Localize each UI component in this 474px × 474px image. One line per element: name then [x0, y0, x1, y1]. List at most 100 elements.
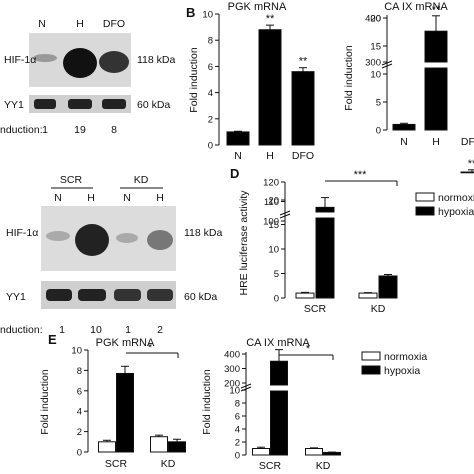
blot-c-lane-1: N: [54, 192, 62, 204]
blot-a-induction-1: 1: [42, 124, 48, 136]
b2-bar-1-upper: [424, 30, 448, 63]
b1-title: PGK mRNA: [228, 1, 287, 13]
e1-ylabel: Fold induction: [39, 369, 51, 435]
e1-ytick-label-4: 8: [77, 366, 82, 377]
e2-legend-label-0: normoxia: [384, 351, 427, 363]
b2-xtick-1: H: [432, 136, 440, 148]
b1-bar-1: [258, 29, 282, 146]
e1-bar-normoxia-1: [150, 436, 168, 453]
e2-axis-break-b-0: [240, 386, 252, 392]
blot-c-hif-label: HIF-1α: [6, 227, 38, 239]
blot-c-group-kd: KD: [134, 174, 149, 186]
blot-a-lane-3: DFO: [103, 18, 125, 30]
e2-legend-label-1: hypoxia: [384, 365, 420, 377]
d-ytick-label-4: 20: [268, 196, 279, 207]
e2-axis-break-0: [240, 383, 252, 389]
b2-axis-break-b-0: [381, 63, 393, 69]
blot-c-induction-label: nduction:: [0, 324, 43, 336]
d-sig-label: ***: [354, 169, 368, 181]
d-axis-break-b-0: [279, 213, 291, 219]
d-ytick-label-0: 0: [274, 294, 279, 305]
b1-bar-2: [291, 71, 315, 146]
b1-ytick-label-3: 6: [208, 62, 213, 73]
blot-a-hif-band-dfo: [99, 51, 129, 73]
blot-a-yy1-label: YY1: [4, 99, 24, 111]
blot-a-hif-kda: 118 kDa: [137, 54, 175, 66]
b1-bar-0: [226, 131, 250, 146]
b2-ytick-label-1: 5: [376, 98, 381, 109]
d-ytick-label-2: 10: [268, 245, 279, 256]
b2-xtick-2: DFO: [461, 136, 474, 148]
e2-ytick-label-8: 400: [224, 350, 240, 361]
b2-ytick-label-5: 300: [365, 58, 381, 69]
d-ytick-label-6: 110: [264, 197, 279, 208]
b1-sig-2: **: [299, 56, 308, 68]
panel-letter-d: D: [230, 166, 239, 181]
b1-xtick-2: DFO: [292, 150, 314, 162]
blot-c-yy1-label: YY1: [6, 291, 26, 303]
blot-c-lane-3: N: [123, 192, 131, 204]
e2-ytick-label-4: 8: [235, 399, 240, 410]
blot-c-induction-2: 10: [90, 324, 102, 336]
d-bar-hypoxia-1: [378, 275, 398, 299]
d-legend-label-1: hypoxia: [438, 206, 474, 218]
e2-ytick-label-2: 4: [235, 425, 240, 436]
e2-xtick-0: SCR: [259, 460, 282, 472]
d-ytick-label-7: 120: [263, 178, 279, 189]
e1-sig-label: *: [148, 342, 153, 354]
blot-c-hif-band-4: [147, 230, 173, 250]
e1-ytick-label-2: 4: [77, 407, 82, 418]
chart-pgk-mrna-b: PGK mRNA 0 2 4 6 8 10 Fold induction N H ** DFO **: [188, 1, 315, 162]
e1-xtick-0: SCR: [105, 458, 128, 470]
e1-ytick-label-5: 10: [71, 346, 82, 357]
blot-c-induction-3: 1: [125, 324, 131, 336]
e1-bar-hypoxia-0: [116, 372, 134, 453]
panel-letter-b: B: [186, 5, 195, 20]
b2-axis-break-0: [381, 60, 393, 66]
b2-ytick-label-2: 10: [370, 70, 381, 81]
e2-title: CA IX mRNA: [246, 337, 310, 349]
b1-ylabel: Fold induction: [188, 47, 200, 113]
e1-title: PGK mRNA: [96, 337, 155, 349]
b2-ytick-label-3: 15: [370, 42, 381, 53]
e2-legend-swatch-1: [361, 365, 381, 375]
e2-bar-hypoxia-0: [270, 390, 288, 456]
blot-c-yy1-kda: 60 kDa: [184, 291, 217, 303]
b2-ytick-label-6: 400: [365, 14, 381, 25]
b1-sig-1: **: [266, 13, 275, 25]
panel-letter-e: E: [48, 332, 57, 347]
b1-xtick-0: N: [234, 150, 242, 162]
b1-ytick-label-2: 4: [208, 88, 213, 99]
b1-ytick-label-0: 0: [208, 141, 213, 152]
e1-ytick-label-1: 2: [77, 427, 82, 438]
blot-a-induction-label: nduction:: [0, 124, 43, 136]
blot-a-yy1-band-1: [34, 99, 56, 109]
b2-bar-0: [392, 123, 416, 131]
blot-c-hif-kda: 118 kDa: [184, 227, 222, 239]
blot-c-hif-band-2: [75, 224, 109, 256]
b2-ylabel: Fold induction: [343, 45, 355, 111]
d-legend-label-0: normoxia: [438, 192, 474, 204]
d-xtick-0: SCR: [304, 303, 327, 315]
blot-c-hif-band-3: [116, 233, 138, 243]
d-ytick-label-3: 15: [268, 220, 279, 231]
blot-a-hif-band-n: [33, 54, 57, 62]
d-bar-hypoxia-0: [315, 217, 335, 299]
e2-legend-swatch-0: [361, 351, 381, 361]
e2-ylabel: Fold induction: [201, 369, 213, 435]
e2-ytick-label-6: 200: [224, 379, 240, 390]
blot-c-yy1-band-4: [147, 289, 173, 301]
d-ylabel: HRE luciferase activity: [238, 190, 250, 296]
b2-title: CA IX mRNA: [384, 1, 448, 13]
e2-xtick-1: KD: [316, 460, 331, 472]
b2-bar-2: [460, 171, 474, 174]
e1-bar-hypoxia-1: [168, 441, 186, 453]
blot-c-induction-1: 1: [59, 324, 65, 336]
b2-xtick-0: N: [400, 136, 408, 148]
d-bar-hypoxia-0-upper: [315, 206, 335, 213]
chart-pgk-mrna-e: PGK mRNA 0 2 4 6 8 10 Fold induction SCR KD *: [39, 337, 186, 470]
chart-hre-luciferase: 0 5 10 15 20 100 110 120 HRE luciferase activity…: [238, 169, 474, 315]
